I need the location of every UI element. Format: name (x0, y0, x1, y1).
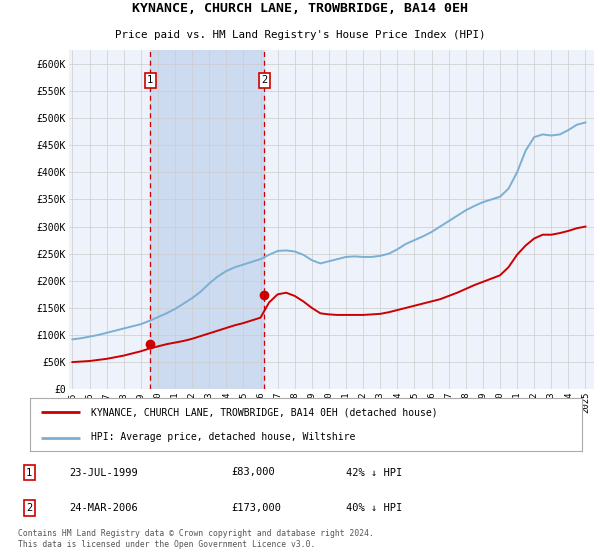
Text: 2: 2 (262, 75, 268, 85)
Text: £83,000: £83,000 (231, 468, 275, 478)
Text: Contains HM Land Registry data © Crown copyright and database right 2024.
This d: Contains HM Land Registry data © Crown c… (18, 529, 374, 549)
Text: KYNANCE, CHURCH LANE, TROWBRIDGE, BA14 0EH: KYNANCE, CHURCH LANE, TROWBRIDGE, BA14 0… (132, 2, 468, 15)
Text: 24-MAR-2006: 24-MAR-2006 (70, 503, 139, 513)
Text: 1: 1 (26, 468, 32, 478)
Text: Price paid vs. HM Land Registry's House Price Index (HPI): Price paid vs. HM Land Registry's House … (115, 30, 485, 40)
Text: HPI: Average price, detached house, Wiltshire: HPI: Average price, detached house, Wilt… (91, 432, 355, 442)
Text: 40% ↓ HPI: 40% ↓ HPI (346, 503, 403, 513)
Text: 42% ↓ HPI: 42% ↓ HPI (346, 468, 403, 478)
Text: 1: 1 (147, 75, 154, 85)
Text: KYNANCE, CHURCH LANE, TROWBRIDGE, BA14 0EH (detached house): KYNANCE, CHURCH LANE, TROWBRIDGE, BA14 0… (91, 408, 437, 418)
Bar (150, 50, 265, 389)
Text: 23-JUL-1999: 23-JUL-1999 (70, 468, 139, 478)
Text: 2: 2 (26, 503, 32, 513)
Text: £173,000: £173,000 (231, 503, 281, 513)
